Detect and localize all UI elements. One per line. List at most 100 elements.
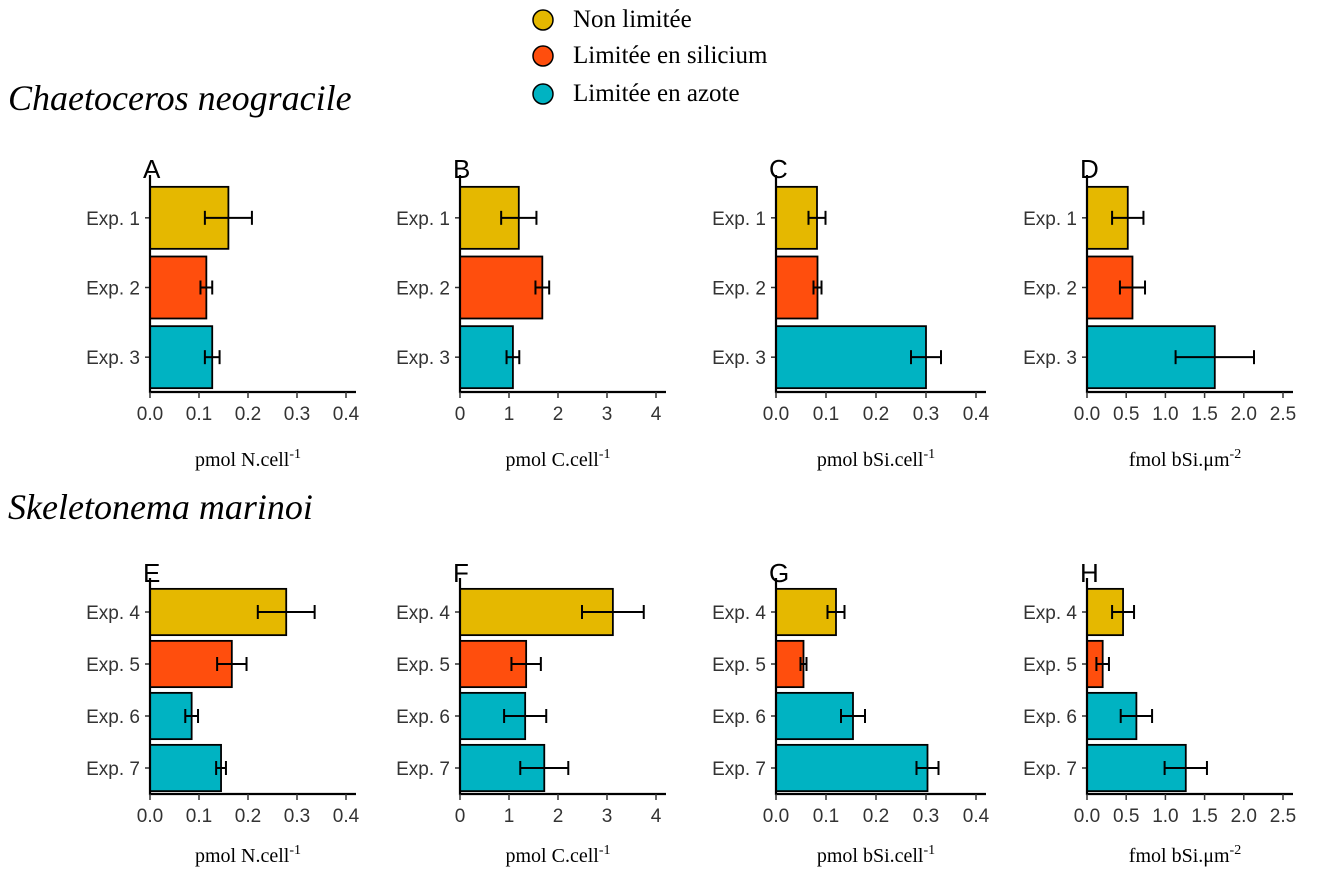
legend-label: Non limitée	[573, 6, 692, 33]
category-label: Exp. 3	[86, 348, 140, 369]
tick-label: 0.1	[813, 806, 839, 827]
error-bar	[581, 605, 645, 619]
error-bar	[826, 605, 846, 619]
panel-letter: E	[143, 558, 160, 588]
category-label: Exp. 4	[1023, 603, 1077, 624]
x-axis-label: fmol bSi.μm-2	[1129, 843, 1241, 867]
tick-label: 0.2	[863, 404, 889, 425]
category-label: Exp. 5	[86, 655, 140, 676]
category-label: Exp. 7	[86, 759, 140, 780]
error-bar	[1095, 657, 1110, 671]
bar	[775, 255, 819, 320]
tick-label: 1.5	[1191, 404, 1217, 425]
error-bar	[807, 210, 827, 225]
x-axis-label: pmol bSi.cell-1	[817, 843, 935, 867]
tick-label: 0.0	[763, 806, 789, 827]
tick-label: 2	[553, 806, 564, 827]
category-label: Exp. 2	[396, 279, 450, 300]
error-bar	[1111, 605, 1136, 619]
legend-label: Limitée en azote	[573, 80, 740, 107]
tick-label: 0.1	[186, 806, 212, 827]
tick-label: 0.2	[863, 806, 889, 827]
error-bar	[1163, 761, 1208, 775]
x-axis-label: pmol N.cell-1	[195, 843, 301, 867]
error-bar	[500, 210, 538, 225]
tick-label: 0.3	[913, 806, 939, 827]
tick-label: 1.5	[1191, 806, 1217, 827]
error-bar	[203, 210, 253, 225]
tick-label: 0.1	[813, 404, 839, 425]
error-bar	[510, 657, 542, 671]
tick-label: 3	[602, 404, 613, 425]
tick-label: 0.4	[963, 806, 990, 827]
tick-label: 0.4	[963, 404, 990, 425]
tick-label: 0.3	[284, 404, 310, 425]
tick-label: 2.0	[1231, 806, 1257, 827]
bar	[775, 325, 927, 390]
error-bar	[840, 709, 866, 723]
tick-label: 0	[455, 806, 466, 827]
category-label: Exp. 7	[712, 759, 766, 780]
error-bar	[812, 280, 823, 295]
tick-label: 0.0	[137, 806, 163, 827]
legend: Non limitée Limitée en silicium Limitée …	[532, 6, 768, 107]
error-bar	[256, 605, 316, 619]
category-label: Exp. 5	[712, 655, 766, 676]
category-label: Exp. 6	[1023, 707, 1077, 728]
error-bar	[215, 761, 227, 775]
x-axis-label: pmol N.cell-1	[195, 447, 301, 471]
tick-label: 0	[455, 404, 466, 425]
error-bar	[503, 709, 548, 723]
panel-letter: A	[143, 154, 161, 184]
tick-label: 0.2	[235, 806, 261, 827]
tick-label: 0.3	[284, 806, 310, 827]
tick-label: 1.0	[1152, 806, 1178, 827]
tick-label: 3	[602, 806, 613, 827]
error-bar	[519, 761, 570, 775]
x-axis-label: fmol bSi.μm-2	[1129, 447, 1241, 471]
x-axis-label: pmol C.cell-1	[506, 447, 611, 471]
error-bar	[910, 350, 942, 365]
tick-label: 0.3	[913, 404, 939, 425]
category-label: Exp. 3	[396, 348, 450, 369]
legend-item-limitee-azote: Limitée en azote	[532, 80, 740, 107]
error-bar	[1174, 350, 1255, 365]
bar	[149, 743, 222, 793]
category-label: Exp. 1	[86, 209, 140, 230]
bar	[459, 325, 514, 390]
legend-item-non-limitee: Non limitée	[532, 6, 692, 33]
error-bar	[1111, 210, 1145, 225]
error-bar	[534, 280, 551, 295]
tick-label: 1	[504, 806, 515, 827]
bar	[775, 743, 929, 793]
x-axis-label: pmol C.cell-1	[506, 843, 611, 867]
tick-label: 2.0	[1231, 404, 1257, 425]
panel-letter: F	[453, 558, 469, 588]
panel-letter: C	[769, 154, 788, 184]
legend-swatch	[532, 83, 554, 105]
tick-label: 2.5	[1270, 806, 1296, 827]
tick-label: 2	[553, 404, 564, 425]
category-label: Exp. 5	[1023, 655, 1077, 676]
tick-label: 0.5	[1113, 806, 1139, 827]
tick-label: 4	[651, 806, 662, 827]
bar	[149, 255, 208, 320]
bar	[149, 325, 214, 390]
category-label: Exp. 6	[86, 707, 140, 728]
error-bar	[505, 350, 521, 365]
error-bar	[203, 350, 221, 365]
legend-swatch	[532, 45, 554, 67]
category-label: Exp. 7	[396, 759, 450, 780]
legend-swatch	[532, 9, 554, 31]
error-bar	[184, 709, 200, 723]
category-label: Exp. 2	[712, 279, 766, 300]
tick-label: 4	[651, 404, 662, 425]
error-bar	[216, 657, 248, 671]
error-bar	[799, 657, 808, 671]
panel-letter: G	[769, 558, 789, 588]
tick-label: 0.0	[1074, 404, 1100, 425]
category-label: Exp. 2	[1023, 279, 1077, 300]
